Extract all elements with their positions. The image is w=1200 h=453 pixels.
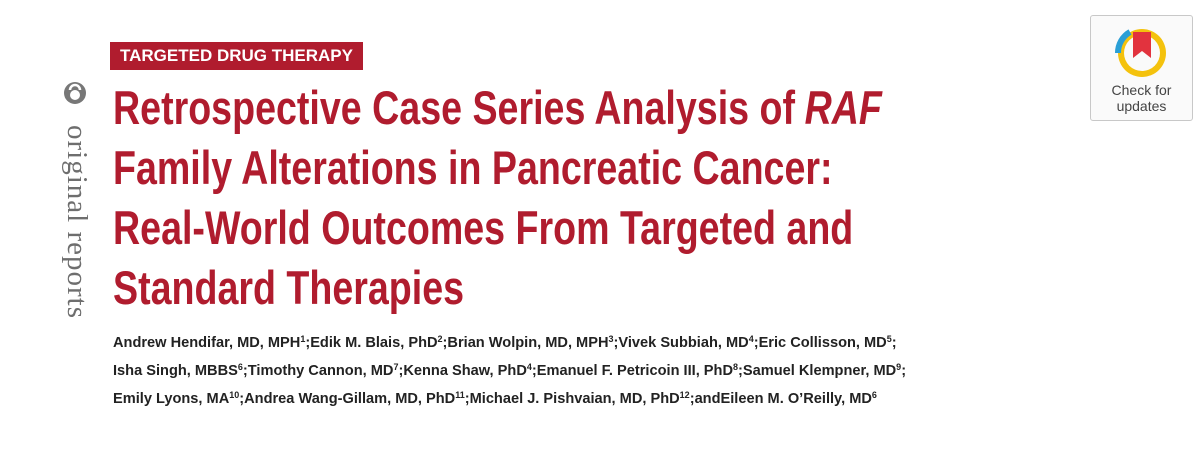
affiliation: 6	[237, 362, 243, 372]
authors: Andrew Hendifar, MD, MPH1;Edik M. Blais,…	[113, 327, 906, 411]
badge-text: Check for	[1111, 82, 1172, 98]
title: Retrospective Case Series Analysis of RAF…	[113, 78, 882, 318]
author-name: Andrew Hendifar, MD, MPH	[113, 335, 301, 351]
title-line: Family Alterations in Pancreatic Cancer:	[113, 138, 882, 198]
affiliation: 7	[393, 362, 399, 372]
affiliation: 8	[733, 362, 739, 372]
separator: ;	[531, 363, 537, 379]
author-name: Kenna Shaw, PhD	[403, 363, 527, 379]
affiliation: 4	[748, 334, 754, 344]
separator: ;	[689, 391, 695, 407]
affiliation: 4	[526, 362, 532, 372]
separator: ;	[753, 335, 759, 351]
author-name: Brian Wolpin, MD, MPH	[447, 335, 609, 351]
title-text: Family Alterations in Pancreatic Cancer:	[113, 141, 833, 194]
author-name: Isha Singh, MBBS	[113, 363, 238, 379]
side-label: original reports	[61, 125, 93, 319]
affiliation: 6	[871, 390, 877, 400]
badge-icon	[1114, 29, 1166, 77]
title-line: Standard Therapies	[113, 258, 882, 318]
author-name: Michael J. Pishvaian, MD, PhD	[469, 391, 680, 407]
author-name: Timothy Cannon, MD	[247, 363, 394, 379]
separator: ;	[242, 363, 248, 379]
affiliation: 1	[300, 334, 306, 344]
title-italic: RAF	[804, 81, 882, 134]
open-access-icon	[64, 82, 86, 104]
badge-text: updates	[1116, 98, 1167, 114]
author-line: Andrew Hendifar, MD, MPH1;Edik M. Blais,…	[113, 327, 906, 355]
author-line: Isha Singh, MBBS6;Timothy Cannon, MD7;Ke…	[113, 355, 906, 383]
section-label: TARGETED DRUG THERAPY	[110, 42, 363, 70]
title-text: Retrospective Case Series Analysis of	[113, 81, 795, 134]
title-line: Real-World Outcomes From Targeted and	[113, 198, 882, 258]
author-name: Eileen M. O’Reilly, MD	[720, 391, 872, 407]
title-text: Real-World Outcomes From Targeted and	[113, 201, 854, 254]
separator: ;	[613, 335, 619, 351]
affiliation: 9	[896, 362, 902, 372]
separator: ;	[442, 335, 448, 351]
author-line: Emily Lyons, MA10;Andrea Wang-Gillam, MD…	[113, 383, 906, 411]
separator: ;	[901, 363, 907, 379]
affiliation: 10	[229, 390, 240, 400]
author-name: Emily Lyons, MA	[113, 391, 230, 407]
affiliation: 3	[608, 334, 614, 344]
separator: ;	[398, 363, 404, 379]
title-text: Standard Therapies	[113, 261, 465, 314]
separator: ;	[891, 335, 897, 351]
affiliation: 2	[437, 334, 443, 344]
separator: ;	[738, 363, 743, 379]
author-name: Eric Collisson, MD	[758, 335, 887, 351]
author-name: Andrea Wang-Gillam, MD, PhD	[244, 391, 456, 407]
separator: ;	[239, 391, 245, 407]
check-for-updates[interactable]: Check for updates	[1090, 15, 1193, 121]
author-name: Samuel Klempner, MD	[742, 363, 897, 379]
author-name: Vivek Subbiah, MD	[618, 335, 749, 351]
separator: ;	[464, 391, 470, 407]
affiliation: 11	[455, 390, 465, 400]
author-name: Edik M. Blais, PhD	[310, 335, 438, 351]
affiliation: 5	[886, 334, 892, 344]
conjunction: and	[694, 391, 721, 407]
affiliation: 12	[679, 390, 690, 400]
separator: ;	[305, 335, 311, 351]
author-name: Emanuel F. Petricoin III, PhD	[536, 363, 733, 379]
title-line: Retrospective Case Series Analysis of RAF	[113, 78, 882, 138]
